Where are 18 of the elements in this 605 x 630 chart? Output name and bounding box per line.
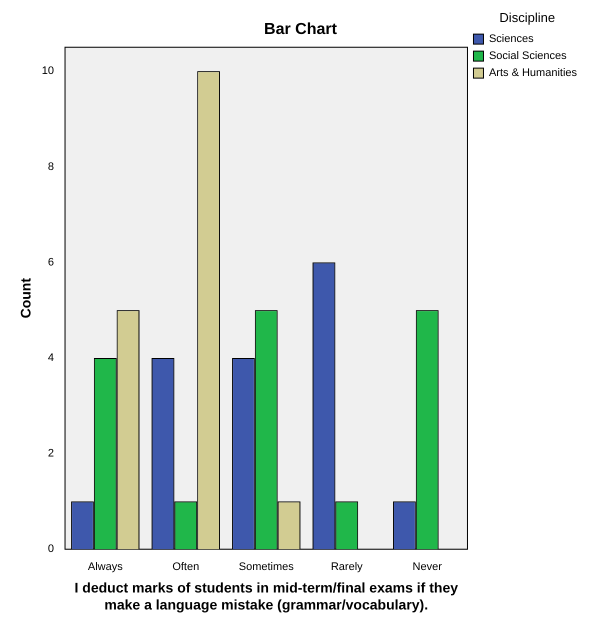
y-tick-label: 6 <box>48 256 54 268</box>
legend-label: Sciences <box>488 33 534 46</box>
chart-title: Bar Chart <box>264 21 338 38</box>
y-tick-label: 0 <box>48 543 54 556</box>
x-tick-label: Rarely <box>330 560 364 573</box>
x-axis-title: I deduct marks of students in mid-term/final exams if they make a language mistake (grammar/vocabulary). <box>74 580 458 612</box>
y-tick-label: 2 <box>48 448 54 460</box>
legend-label: Arts & Humanities <box>488 67 578 80</box>
x-tick-label: Always <box>88 560 124 573</box>
y-tick-label: 10 <box>42 65 54 78</box>
y-axis-title: Count <box>17 278 34 318</box>
x-tick-label: Never <box>412 560 442 573</box>
y-tick-label: 4 <box>48 352 54 364</box>
x-tick-label: Often <box>172 560 200 573</box>
y-tick-label: 8 <box>48 160 54 173</box>
x-tick-label: Sometimes <box>238 560 294 573</box>
legend-title: Discipline <box>499 10 556 26</box>
legend-label: Social Sciences <box>488 50 568 62</box>
